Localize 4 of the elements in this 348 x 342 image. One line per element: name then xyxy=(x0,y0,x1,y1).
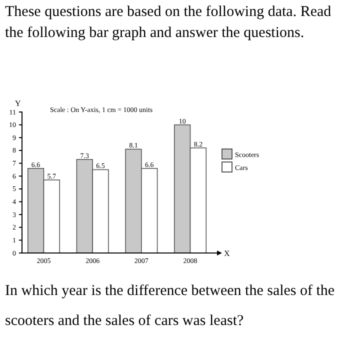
chart-title: These questions are based on the following data. Read the following bar graph and answer the questions. xyxy=(5,3,332,43)
text: In which year is the difference between the sales of the scooters and the sales of cars was least? xyxy=(5,282,336,331)
x-axis-title: X xyxy=(224,249,230,258)
y-axis-title: Y xyxy=(15,99,21,108)
